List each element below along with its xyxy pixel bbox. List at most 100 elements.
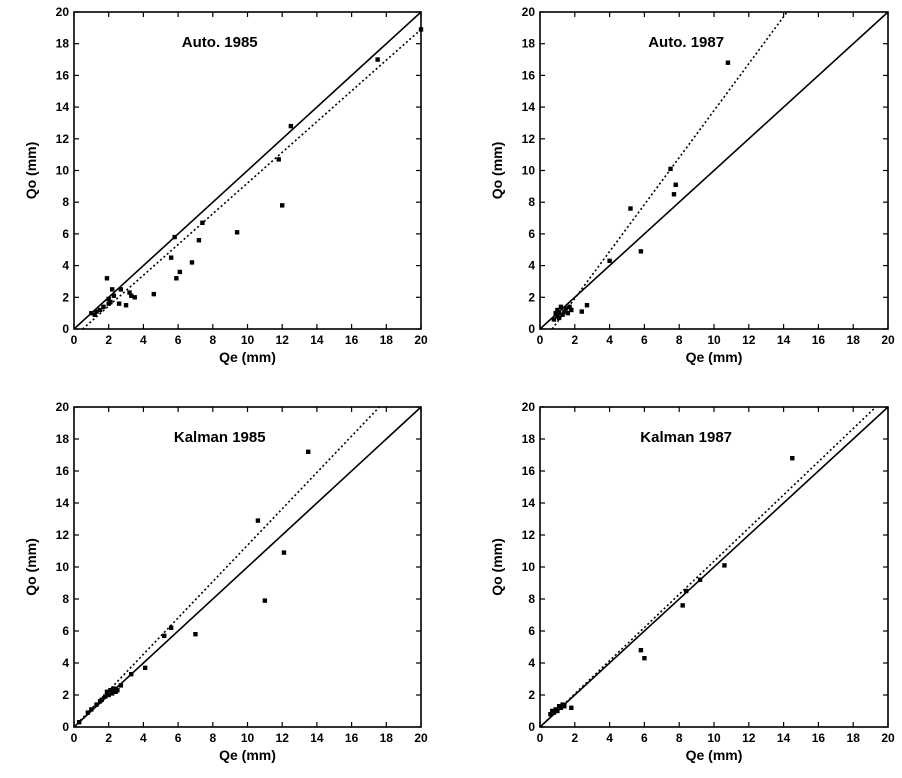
y-tick-label: 6 (62, 227, 69, 241)
y-tick-label: 4 (528, 259, 535, 273)
x-tick-label: 14 (777, 333, 791, 347)
data-point (628, 206, 633, 211)
x-tick-label: 10 (707, 731, 721, 745)
y-tick-label: 8 (528, 195, 535, 209)
x-tick-label: 2 (571, 333, 578, 347)
data-point (115, 688, 120, 693)
data-point (94, 702, 99, 707)
y-tick-label: 4 (62, 656, 69, 670)
x-tick-label: 12 (742, 731, 756, 745)
data-point (108, 688, 113, 693)
y-tick-label: 18 (522, 432, 536, 446)
data-point (162, 633, 167, 638)
data-point (558, 304, 564, 310)
data-point (129, 672, 134, 677)
chart-panel-1: 0 2 4 6 8 10 12 14 16 18 20 0 2 4 6 8 10 12 14 16 18 20 Qe (mm… (23, 5, 428, 365)
x-tick-label: 8 (209, 731, 216, 745)
data-point (106, 296, 111, 302)
x-tick-label: 20 (881, 731, 895, 745)
x-tick-label: 2 (105, 731, 112, 745)
x-tick-label: 8 (676, 333, 683, 347)
data-point (118, 683, 124, 688)
data-point (127, 290, 132, 295)
data-point (671, 192, 677, 197)
x-tick-label: 12 (276, 333, 290, 347)
y-tick-label: 18 (56, 432, 70, 446)
data-point (569, 307, 574, 313)
data-point (556, 315, 562, 321)
y-tick-label: 10 (56, 560, 70, 574)
data-point (104, 276, 110, 281)
x-tick-label: 0 (537, 731, 544, 745)
y-axis-label: Qo (mm) (489, 538, 505, 596)
data-point (77, 720, 82, 725)
chart-title: Auto. 1985 (182, 34, 258, 51)
y-tick-label: 0 (528, 720, 535, 734)
y-axis-label: Qo (mm) (23, 142, 39, 200)
y-tick-label: 12 (522, 132, 536, 146)
x-tick-label: 10 (241, 333, 255, 347)
y-tick-label: 10 (522, 560, 536, 574)
x-axis-label: Qe (mm) (686, 349, 743, 365)
x-tick-label: 20 (414, 333, 428, 347)
y-tick-label: 20 (56, 400, 70, 414)
data-point (562, 309, 567, 314)
data-point (196, 238, 202, 243)
data-point (129, 293, 134, 298)
data-point (306, 449, 311, 454)
x-tick-label: 20 (414, 731, 428, 745)
data-point (584, 303, 590, 308)
regression-line (74, 407, 380, 727)
data-point (111, 686, 117, 691)
data-point (551, 317, 557, 322)
y-tick-label: 8 (62, 592, 69, 606)
data-point (418, 27, 424, 32)
y-axis-label: Qo (mm) (23, 538, 39, 596)
chart-title: Kalman 1985 (174, 429, 266, 446)
data-point (172, 234, 177, 240)
x-tick-label: 18 (380, 731, 394, 745)
x-tick-label: 14 (310, 333, 324, 347)
data-point (668, 166, 673, 172)
one-to-one-line (74, 407, 421, 727)
data-point (234, 230, 240, 235)
y-tick-label: 0 (528, 322, 535, 336)
y-tick-label: 20 (522, 5, 536, 19)
data-point (116, 301, 122, 306)
x-axis-label: Qe (mm) (686, 747, 743, 763)
y-tick-label: 2 (528, 290, 535, 304)
data-point (555, 708, 560, 714)
x-tick-label: 8 (676, 731, 683, 745)
data-point (565, 310, 571, 316)
y-tick-label: 12 (522, 528, 536, 542)
data-point (697, 577, 703, 582)
data-point (92, 312, 98, 317)
data-point (177, 269, 183, 275)
y-tick-label: 16 (522, 68, 536, 82)
data-point (790, 456, 795, 461)
y-tick-label: 0 (62, 322, 69, 336)
one-to-one-line (540, 407, 888, 727)
y-tick-label: 0 (62, 720, 69, 734)
x-axis-label: Qe (mm) (219, 349, 276, 365)
y-tick-label: 14 (56, 496, 70, 510)
x-tick-label: 6 (175, 731, 182, 745)
x-tick-label: 18 (847, 333, 861, 347)
data-point (638, 648, 644, 653)
data-point (123, 303, 129, 308)
x-tick-label: 0 (537, 333, 544, 347)
data-point (553, 310, 558, 316)
data-point (108, 299, 113, 305)
data-point (548, 712, 553, 717)
x-tick-label: 4 (140, 333, 147, 347)
data-point (683, 588, 689, 594)
x-tick-label: 6 (175, 333, 182, 347)
x-tick-label: 4 (606, 333, 613, 347)
y-tick-label: 18 (522, 37, 536, 51)
data-point (109, 287, 115, 292)
data-point (281, 550, 287, 555)
data-point (109, 691, 115, 696)
x-tick-label: 2 (105, 333, 112, 347)
data-point (111, 293, 117, 298)
